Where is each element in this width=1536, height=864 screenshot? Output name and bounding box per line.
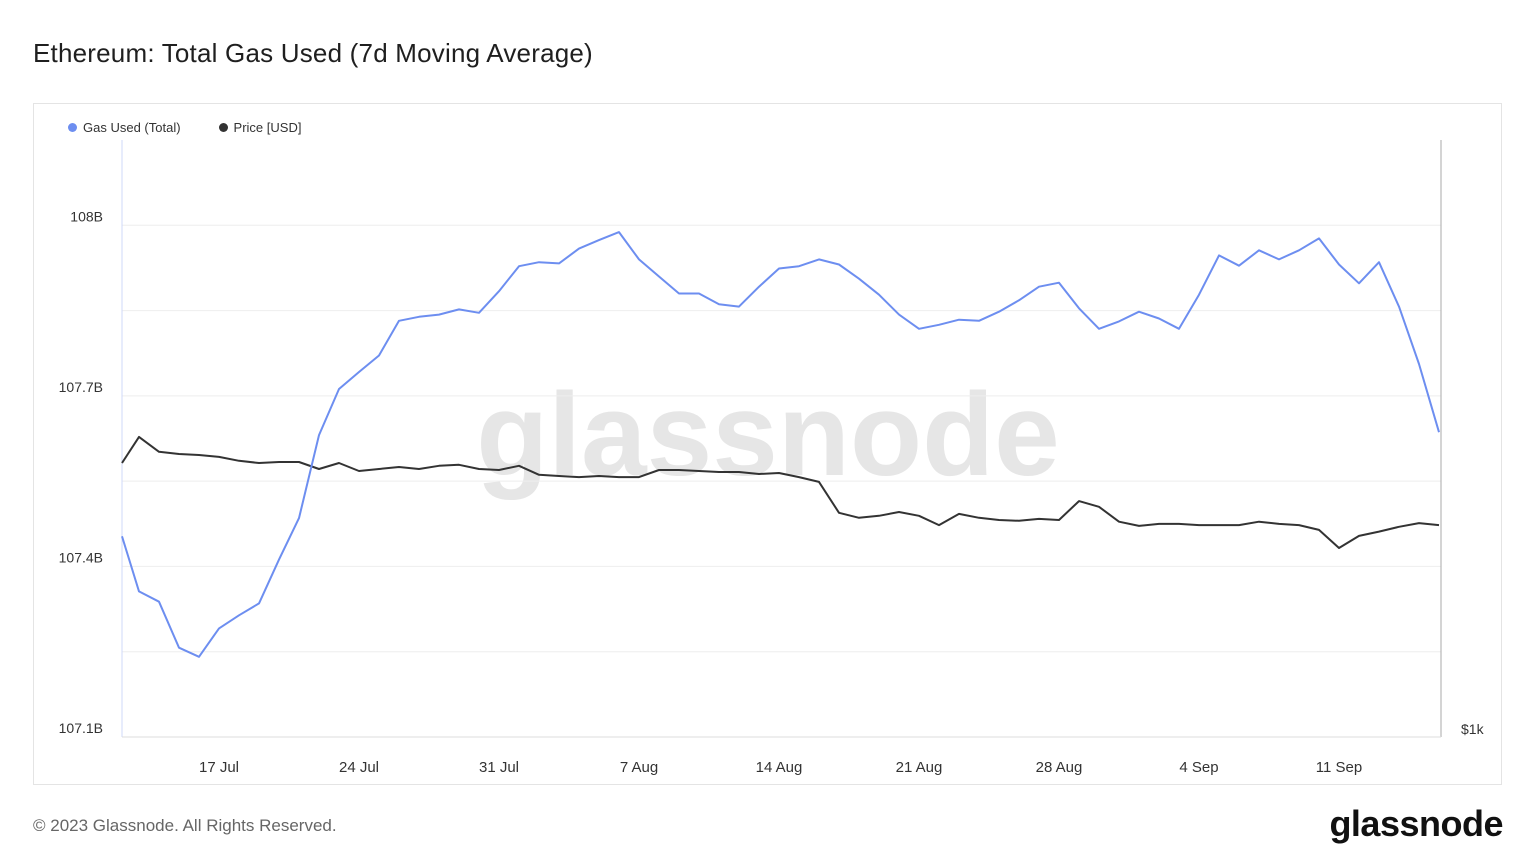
y-tick-label: 108B xyxy=(70,208,103,224)
x-tick-label: 24 Jul xyxy=(339,759,379,776)
legend-item-gas[interactable]: Gas Used (Total) xyxy=(68,120,181,135)
legend-price-label: Price [USD] xyxy=(233,120,302,135)
legend-item-price[interactable]: Price [USD] xyxy=(218,120,302,135)
legend-gas-dot-icon xyxy=(68,123,77,132)
x-tick-label: 31 Jul xyxy=(479,759,519,776)
x-tick-label: 4 Sep xyxy=(1179,759,1218,776)
glassnode-logo: glassnode xyxy=(1329,803,1503,844)
watermark: glassnode xyxy=(476,369,1060,501)
x-tick-label: 28 Aug xyxy=(1036,759,1083,776)
x-tick-label: 7 Aug xyxy=(620,759,658,776)
y-tick-label: 107.7B xyxy=(59,379,103,395)
x-tick-label: 14 Aug xyxy=(756,759,803,776)
x-tick-label: 17 Jul xyxy=(199,759,239,776)
legend-gas-label: Gas Used (Total) xyxy=(83,120,181,135)
x-tick-label: 11 Sep xyxy=(1316,759,1362,776)
chart-title: Ethereum: Total Gas Used (7d Moving Aver… xyxy=(33,38,593,68)
y-right-tick-label: $1k xyxy=(1461,721,1485,737)
y-tick-label: 107.1B xyxy=(59,720,103,736)
legend: Gas Used (Total) Price [USD] xyxy=(68,120,301,135)
legend-price-dot-icon xyxy=(218,123,228,132)
x-tick-label: 21 Aug xyxy=(896,759,943,776)
chart-card xyxy=(33,103,1502,785)
y-tick-label: 107.4B xyxy=(59,549,103,565)
copyright: © 2023 Glassnode. All Rights Reserved. xyxy=(33,816,337,835)
